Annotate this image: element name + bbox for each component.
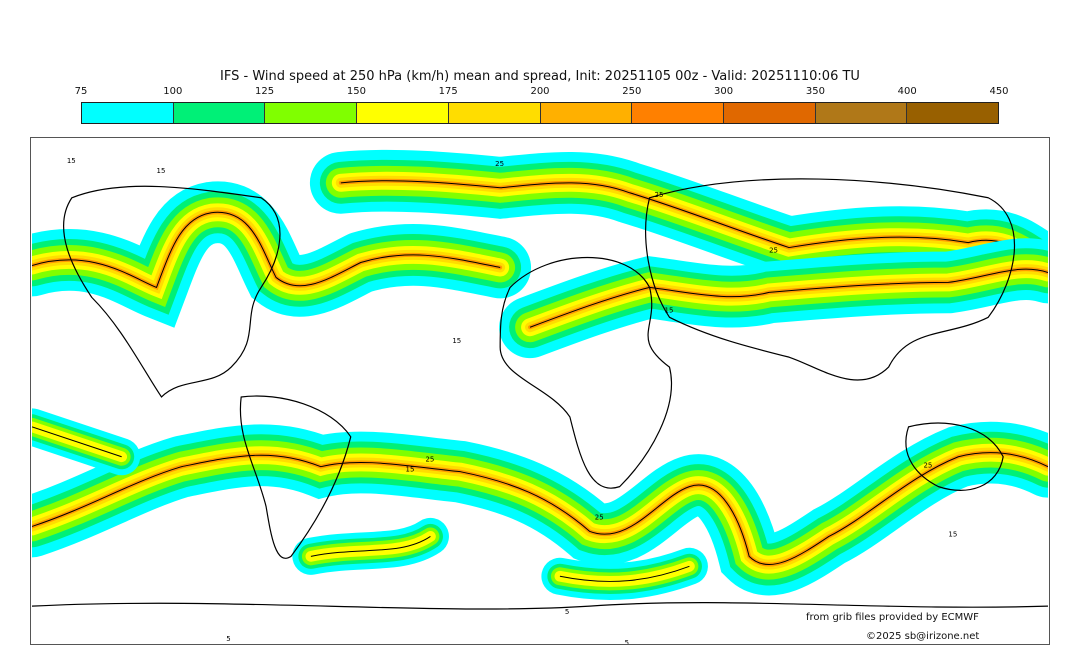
wind-speed-map: 15 25 15 25 15 25 15 25 15 25 15 25 5 5 5 [30, 137, 1050, 645]
asia-outline [645, 178, 1016, 381]
colorbar-tick-label: 450 [989, 86, 1009, 97]
colorbar-segment [265, 103, 358, 123]
colorbar-segment [632, 103, 724, 123]
contour-label: 25 [769, 247, 778, 255]
contour-label: 25 [495, 160, 504, 168]
colorbar [81, 102, 999, 124]
colorbar-segment [815, 103, 908, 123]
contour-label: 25 [425, 456, 434, 464]
colorbar-segment [82, 103, 174, 123]
colorbar-tick-label: 100 [163, 86, 183, 97]
colorbar-tick-label: 250 [622, 86, 642, 97]
contour-label: 5 [226, 635, 230, 643]
contour-labels: 15 25 15 25 15 25 15 25 15 25 15 25 5 5 5 [67, 157, 957, 645]
contour-label: 15 [665, 306, 674, 314]
contour-label: 25 [655, 191, 664, 199]
colorbar-tick-label: 150 [346, 86, 366, 97]
colorbar-tick-label: 75 [74, 86, 88, 97]
colorbar-segment [173, 103, 266, 123]
spread-contour [32, 452, 1048, 566]
spread-contour [340, 180, 1048, 268]
colorbar-segment [448, 103, 541, 123]
colorbar-tick-label: 175 [438, 86, 458, 97]
colorbar-tick-label: 200 [530, 86, 550, 97]
europe-africa-outline [499, 256, 672, 489]
contour-label: 15 [157, 167, 166, 175]
colorbar-segment [723, 103, 816, 123]
north-america-outline [63, 185, 281, 398]
colorbar-tick-label: 300 [714, 86, 734, 97]
source-credit: from grib files provided by ECMWF [806, 612, 979, 623]
jet-stream-bands [32, 149, 1048, 600]
spread-contour [32, 426, 122, 458]
spread-contour [310, 536, 431, 557]
contour-label: 25 [923, 462, 932, 470]
coastlines [32, 178, 1048, 610]
colorbar-tick-label: 400 [897, 86, 917, 97]
colorbar-segment [357, 103, 449, 123]
contour-label: 15 [67, 157, 76, 165]
spread-contour [559, 565, 690, 582]
antarctica-outline [32, 602, 1048, 610]
contour-label: 15 [406, 466, 415, 474]
copyright: ©2025 sb@irizone.net [866, 631, 980, 642]
south-america-outline [239, 395, 352, 559]
colorbar-tick-label: 125 [255, 86, 275, 97]
spread-contour [32, 211, 501, 289]
chart-title: IFS - Wind speed at 250 hPa (km/h) mean … [220, 69, 860, 84]
colorbar-segment [540, 103, 633, 123]
contour-label: 15 [948, 530, 957, 538]
australia-outline [905, 422, 1004, 491]
contour-label: 5 [625, 639, 629, 645]
contour-label: 5 [565, 608, 569, 616]
colorbar-segment [907, 103, 999, 123]
colorbar-tick-label: 350 [805, 86, 825, 97]
contour-label: 15 [452, 337, 461, 345]
contour-label: 25 [595, 513, 604, 521]
spread-contour [529, 268, 1048, 328]
